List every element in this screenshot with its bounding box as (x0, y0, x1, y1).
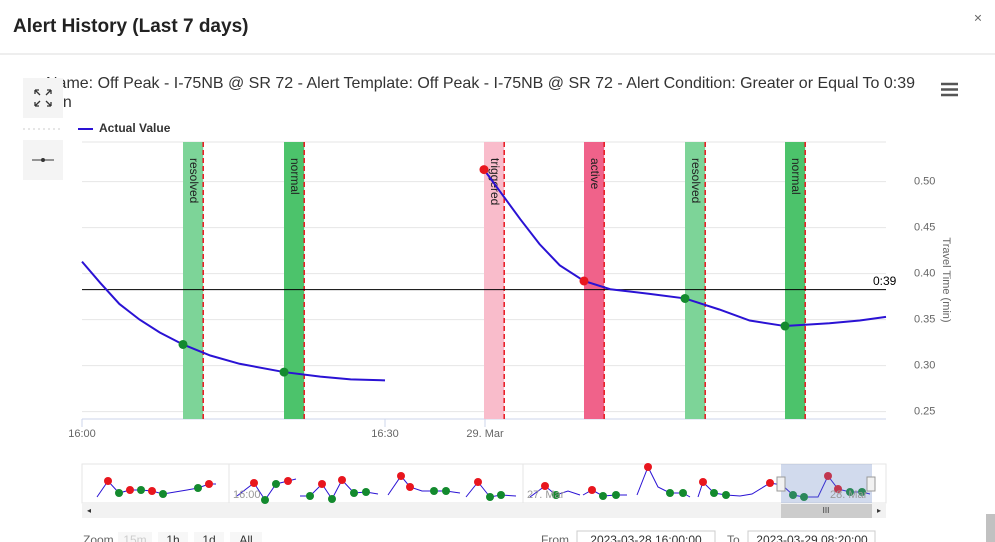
x-tick-label: 16:00 (68, 428, 96, 440)
zoom-button[interactable] (158, 532, 188, 542)
fullscreen-button[interactable] (23, 78, 63, 118)
event-marker (178, 339, 188, 349)
page-scrollbar[interactable] (986, 514, 995, 542)
event-label: resolved (187, 158, 201, 203)
y-tick-label: 0.40 (914, 268, 935, 280)
menu-icon[interactable] (941, 82, 958, 97)
zoom-button[interactable] (194, 532, 224, 542)
to-value[interactable]: 2023-03-29 08:20:00 (756, 533, 868, 542)
zoom-button-label[interactable]: 1d (202, 533, 215, 542)
event-label: normal (288, 158, 302, 195)
navigator: ◂ ▸ III (81, 463, 887, 518)
threshold-label: 0:39 (873, 274, 897, 288)
event-label: active (588, 158, 602, 190)
svg-text:◂: ◂ (87, 506, 91, 515)
event-label: triggered (488, 158, 502, 205)
event-marker (479, 165, 489, 175)
range-controls: Zoom 15m 1h 1d All From 2023-03-28 16:00… (83, 530, 876, 542)
y-tick-label: 0.45 (914, 221, 935, 233)
event-band (685, 142, 706, 419)
from-label: From (541, 533, 569, 542)
y-tick-label: 0.35 (914, 314, 935, 326)
dialog-title: Alert History (Last 7 days) (13, 16, 248, 37)
event-label: normal (789, 158, 803, 195)
fullscreen-icon (34, 89, 52, 107)
line-tool-icon (32, 158, 54, 162)
zoom-button-label[interactable]: All (239, 533, 252, 542)
legend-label: Actual Value (99, 121, 171, 135)
chart-subtitle: Name: Off Peak - I-75NB @ SR 72 - Alert … (46, 75, 916, 111)
from-input[interactable] (576, 530, 716, 542)
svg-text:III: III (823, 506, 830, 515)
navigator-label: 28. Mar (830, 489, 868, 501)
event-marker (279, 367, 289, 377)
navigator-label: 16:00 (233, 489, 261, 501)
event-band (284, 142, 305, 419)
to-input[interactable] (747, 530, 876, 542)
zoom-button[interactable] (230, 532, 262, 542)
x-tick-label: 16:30 (371, 428, 399, 440)
close-button[interactable]: × (974, 10, 982, 26)
x-tick-label: 29. Mar (466, 428, 504, 440)
event-band (484, 142, 505, 419)
from-value[interactable]: 2023-03-28 16:00:00 (590, 533, 702, 542)
event-label: resolved (689, 158, 703, 203)
event-marker (680, 293, 690, 303)
zoom-button-label[interactable]: 1h (166, 533, 179, 542)
zoom-button-label[interactable]: 15m (123, 533, 146, 542)
zoom-label: Zoom (83, 533, 114, 542)
event-marker (579, 276, 589, 286)
y-tick-label: 0.25 (914, 406, 935, 418)
event-band (583, 142, 605, 419)
event-band (784, 142, 806, 419)
to-label: To (727, 533, 740, 542)
y-axis-title: Travel Time (min) (940, 237, 952, 322)
y-tick-label: 0.30 (914, 360, 935, 372)
svg-text:▸: ▸ (877, 506, 881, 515)
y-tick-label: 0.50 (914, 175, 935, 187)
event-marker (780, 321, 790, 331)
series-line (81, 169, 887, 382)
line-tool-button[interactable] (23, 140, 63, 180)
zoom-button[interactable] (118, 532, 152, 542)
navigator-label: 27. Mar (527, 489, 565, 501)
